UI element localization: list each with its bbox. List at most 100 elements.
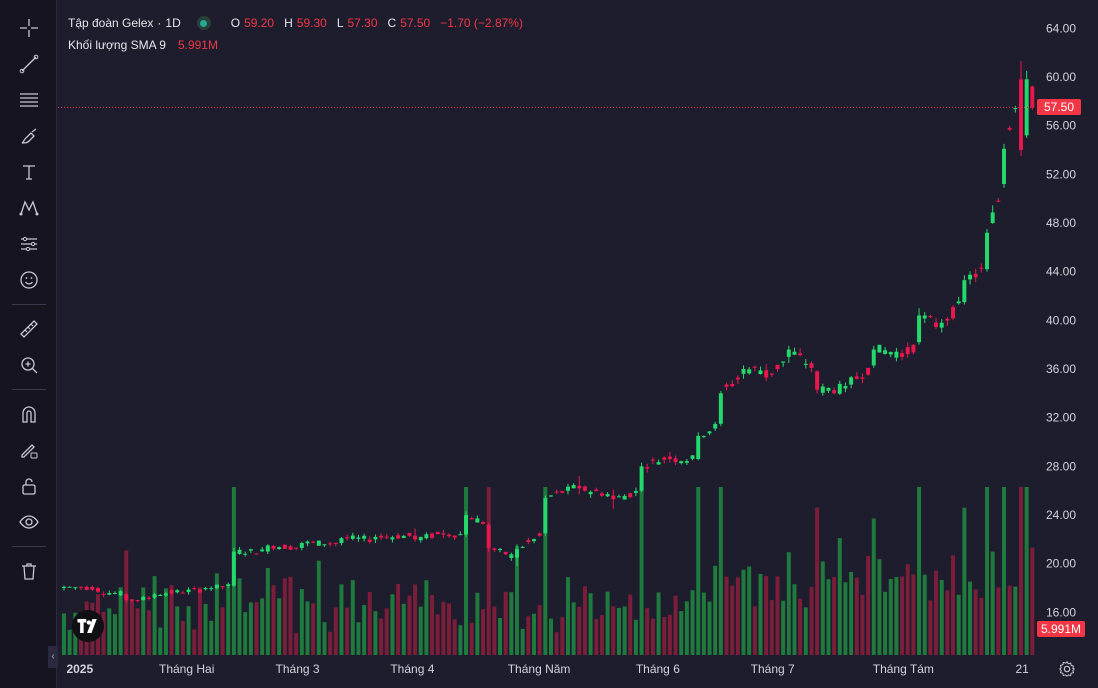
- volume-bar: [860, 594, 865, 655]
- volume-bar: [905, 564, 910, 655]
- candle-body: [231, 551, 236, 586]
- brush-icon[interactable]: [14, 121, 44, 151]
- volume-bar: [509, 592, 514, 655]
- price-tick-label: 16.00: [1046, 605, 1076, 619]
- volume-bar: [277, 598, 282, 655]
- volume-indicator-label[interactable]: Khối lượng SMA 9: [68, 38, 166, 52]
- candle-body: [724, 384, 729, 387]
- volume-bar: [707, 601, 712, 655]
- candle-body: [934, 322, 939, 327]
- volume-bar: [384, 608, 389, 655]
- trash-icon[interactable]: [14, 556, 44, 586]
- lock-draw-icon[interactable]: [14, 435, 44, 465]
- volume-bar: [305, 601, 310, 655]
- tradingview-logo[interactable]: [72, 610, 104, 642]
- volume-bar: [107, 608, 112, 655]
- volume-bar: [486, 487, 491, 655]
- candle-body: [515, 549, 519, 558]
- time-tick-label: Tháng 6: [636, 662, 680, 676]
- volume-bar: [214, 573, 219, 655]
- crosshair-icon[interactable]: [14, 13, 44, 43]
- volume-bar: [282, 578, 287, 655]
- volume-bar: [503, 591, 508, 655]
- text-icon[interactable]: [14, 157, 44, 187]
- settings-gear-icon[interactable]: [1058, 660, 1078, 680]
- candle-body: [1002, 148, 1006, 185]
- candle-body: [277, 547, 282, 550]
- volume-bar: [696, 487, 701, 655]
- symbol-name[interactable]: Tập đoàn Gelex: [68, 16, 154, 30]
- volume-bar: [322, 622, 327, 655]
- collapse-toolbar-button[interactable]: ‹: [48, 646, 58, 668]
- volume-bar: [243, 612, 248, 655]
- volume-bar: [594, 619, 599, 655]
- forecast-icon[interactable]: [14, 229, 44, 259]
- volume-bar: [288, 576, 293, 655]
- volume-bar: [135, 608, 140, 655]
- emoji-icon[interactable]: [14, 265, 44, 295]
- ruler-icon[interactable]: [14, 314, 44, 344]
- volume-bar: [203, 603, 208, 655]
- volume-bar: [316, 560, 321, 655]
- candle-body: [883, 350, 888, 354]
- candle-body: [803, 363, 808, 365]
- candle-body: [503, 551, 508, 555]
- candle-body: [713, 423, 718, 429]
- price-tick-label: 36.00: [1046, 362, 1076, 376]
- volume-bar: [871, 518, 876, 655]
- volume-bar: [209, 620, 214, 655]
- candle-body: [282, 544, 287, 549]
- candle-body: [922, 315, 927, 319]
- candle-body: [248, 549, 253, 551]
- candle-body: [401, 535, 406, 539]
- candle-body: [458, 534, 463, 536]
- interval-label[interactable]: 1D: [165, 16, 181, 30]
- volume-bar: [401, 603, 406, 655]
- candle-body: [565, 486, 570, 491]
- candle-body: [146, 597, 151, 599]
- candle-body: [905, 347, 910, 355]
- candle-body: [141, 596, 146, 601]
- volume-bar: [820, 561, 825, 655]
- pattern-icon[interactable]: [14, 193, 44, 223]
- candle-body: [662, 457, 667, 460]
- candle-body: [129, 599, 134, 601]
- candle-body: [469, 518, 474, 520]
- volume-bar: [673, 595, 678, 655]
- zoom-in-icon[interactable]: [14, 350, 44, 380]
- candle-body: [424, 534, 429, 539]
- volume-bar: [849, 571, 854, 655]
- volume-bar: [747, 566, 752, 655]
- candle-body: [509, 554, 514, 558]
- volume-bar: [769, 600, 774, 655]
- volume-bar: [379, 618, 384, 655]
- price-tick-label: 32.00: [1046, 411, 1076, 425]
- volume-bar: [832, 577, 837, 655]
- volume-bar: [492, 606, 497, 655]
- volume-bar: [186, 606, 191, 655]
- candle-body: [532, 539, 536, 542]
- candle-body: [333, 542, 338, 544]
- volume-bar: [560, 617, 565, 655]
- eye-icon[interactable]: [14, 507, 44, 537]
- volume-bar: [1013, 586, 1018, 655]
- candle-body: [735, 377, 740, 380]
- magnet-icon[interactable]: [14, 399, 44, 429]
- trendline-icon[interactable]: [14, 49, 44, 79]
- volume-bar: [735, 577, 740, 655]
- volume-bar: [469, 622, 474, 655]
- volume-bar: [197, 587, 202, 655]
- time-tick-label: 21: [1015, 662, 1029, 676]
- lock-icon[interactable]: [14, 471, 44, 501]
- volume-bar: [616, 607, 621, 655]
- fib-icon[interactable]: [14, 85, 44, 115]
- volume-bar: [650, 618, 655, 655]
- volume-bar: [645, 608, 650, 655]
- candle-body: [554, 491, 559, 493]
- candle-body: [316, 540, 321, 546]
- volume-bar: [498, 618, 502, 655]
- candle-body: [78, 586, 83, 588]
- candle-body: [730, 383, 735, 387]
- candle-body: [169, 590, 174, 594]
